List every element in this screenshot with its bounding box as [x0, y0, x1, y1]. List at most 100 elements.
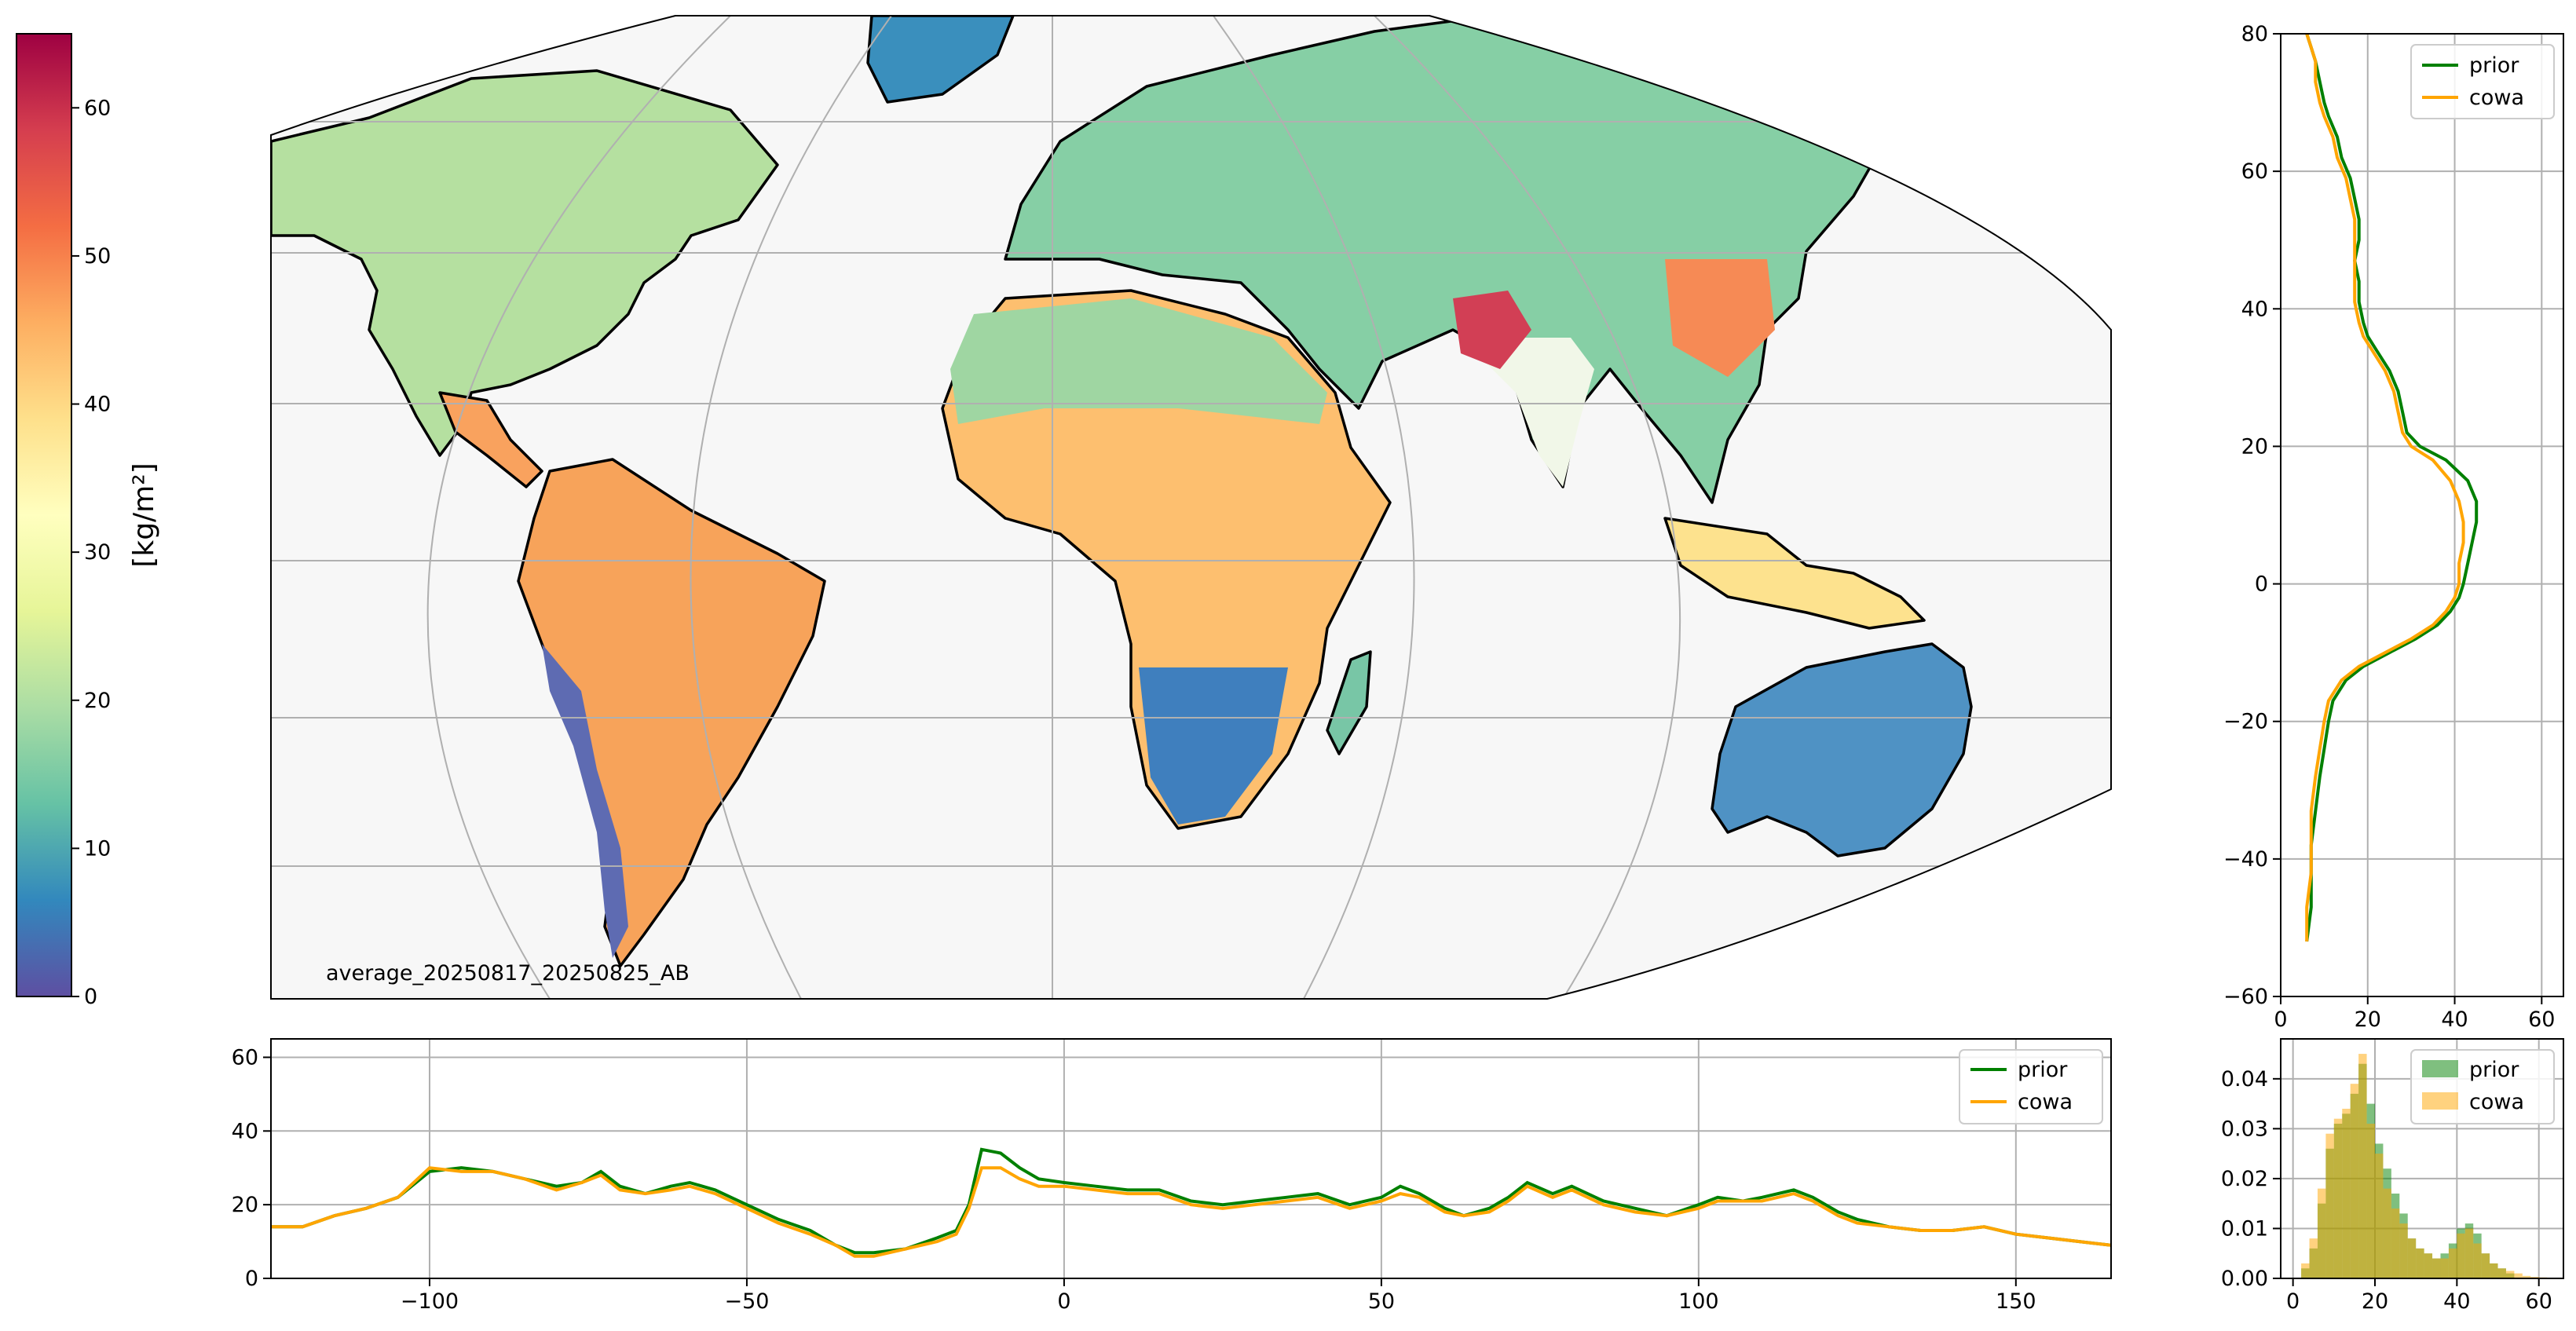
histogram-legend: prior cowa	[2410, 1049, 2555, 1124]
right-panel-ticks: 0 20 40 60 −60 −40 −20 0 20 40 60 80	[2223, 22, 2555, 1032]
legend-label-cowa: cowa	[2469, 86, 2524, 110]
x-tick-label: 20	[2355, 1007, 2381, 1032]
histogram-bar-cowa	[2440, 1258, 2449, 1278]
y-tick-label: 60	[232, 1045, 258, 1070]
histogram-bar-cowa	[2464, 1228, 2474, 1278]
colorbar-tick-label: 50	[84, 244, 111, 269]
legend-swatch-prior	[2422, 1060, 2458, 1077]
histogram-bar-cowa	[2399, 1223, 2408, 1278]
colorbar-gradient	[16, 33, 72, 997]
x-tick-label: 60	[2526, 1289, 2552, 1314]
histogram-bar-cowa	[2424, 1253, 2433, 1278]
y-tick-label: 0.04	[2221, 1067, 2268, 1091]
world-map: average_20250817_20250825_AB	[270, 15, 2112, 1000]
histogram-bar-cowa	[2350, 1084, 2359, 1278]
x-tick-label: −50	[724, 1289, 769, 1314]
y-tick-label: 0.02	[2221, 1167, 2268, 1191]
y-tick-label: 0	[2255, 572, 2268, 597]
land-australia	[1711, 642, 1973, 857]
histogram-bar-cowa	[2301, 1263, 2310, 1278]
colorbar-tick-label: 60	[84, 96, 111, 120]
histogram-bar-cowa	[2342, 1108, 2351, 1278]
series-line-prior	[271, 1147, 2111, 1255]
legend-label-cowa: cowa	[2018, 1090, 2073, 1114]
x-tick-label: 50	[1368, 1289, 1395, 1314]
y-tick-label: 0.01	[2221, 1216, 2268, 1241]
histogram-bar-cowa	[2490, 1263, 2498, 1278]
y-tick-label: 0.03	[2221, 1117, 2268, 1141]
colorbar-tick-label: 20	[84, 689, 111, 713]
x-tick-label: 0	[1057, 1289, 1070, 1314]
legend-label-prior: prior	[2469, 1058, 2519, 1082]
colorbar-ticks: 0 10 20 30 40 50 60	[71, 96, 111, 1009]
histogram-bar-cowa	[2432, 1258, 2441, 1278]
x-tick-label: 40	[2441, 1007, 2468, 1032]
legend-swatch-cowa	[2422, 1092, 2458, 1110]
histogram-bar-cowa	[2383, 1188, 2391, 1278]
x-tick-label: 0	[2286, 1289, 2300, 1314]
histogram-bar-cowa	[2325, 1133, 2334, 1278]
series-line-cowa	[271, 1166, 2111, 1258]
x-tick-label: 20	[2362, 1289, 2388, 1314]
histogram-bar-cowa	[2497, 1268, 2506, 1278]
histogram-bar-cowa	[2505, 1271, 2515, 1278]
series-line-prior	[2305, 34, 2479, 942]
histogram-bar-cowa	[2522, 1275, 2531, 1278]
land-north-america	[271, 69, 779, 457]
series-line-cowa	[2305, 34, 2465, 942]
right-panel-frame	[2281, 34, 2563, 996]
histogram-bars	[2301, 1054, 2548, 1278]
map-border	[270, 15, 2112, 1000]
x-tick-label: 100	[1678, 1289, 1719, 1314]
land-central-america	[438, 391, 543, 488]
histogram-bar-cowa	[2473, 1243, 2482, 1278]
y-tick-label: 0	[245, 1267, 258, 1291]
bottom-panel-ticks: −100 −50 0 50 100 150 0 20 40 60	[232, 1045, 2036, 1314]
x-tick-label: 150	[1996, 1289, 2036, 1314]
y-tick-label: 20	[2241, 434, 2268, 459]
histogram-bar-cowa	[2481, 1253, 2490, 1278]
map-annotation: average_20250817_20250825_AB	[326, 961, 690, 985]
colorbar: 0 10 20 30 40 50 60 [kg/m²]	[16, 33, 160, 1009]
y-tick-label: 0.00	[2221, 1267, 2268, 1291]
colorbar-tick-label: 30	[84, 540, 111, 565]
land-south-america-andes	[542, 644, 628, 958]
y-tick-label: 20	[232, 1193, 258, 1217]
x-tick-label: 60	[2528, 1007, 2555, 1032]
histogram-panel: 0 20 40 60 0.00 0.01 0.02 0.03 0.04 prior cowa	[2221, 1038, 2564, 1314]
bottom-profile-panel: −100 −50 0 50 100 150 0 20 40 60 prior cowa	[232, 1038, 2112, 1314]
bottom-panel-legend: prior cowa	[1959, 1049, 2103, 1124]
colorbar-label: [kg/m²]	[128, 463, 160, 567]
land-india	[1461, 338, 1594, 487]
legend-label-prior: prior	[2469, 53, 2519, 78]
right-profile-panel: 0 20 40 60 −60 −40 −20 0 20 40 60 80 prior cowa	[2223, 22, 2564, 1032]
histogram-bar-cowa	[2448, 1248, 2457, 1278]
land-east-asia-warm	[1665, 259, 1775, 377]
legend-label-prior: prior	[2018, 1058, 2068, 1082]
histogram-bar-cowa	[2309, 1238, 2318, 1278]
y-tick-label: 60	[2241, 159, 2268, 184]
histogram-bar-cowa	[2317, 1188, 2326, 1278]
right-panel-series	[2305, 34, 2479, 942]
land-eurasia	[1004, 16, 1886, 504]
colorbar-tick-label: 0	[84, 985, 97, 1009]
colorbar-tick-label: 10	[84, 836, 111, 861]
histogram-bar-cowa	[2514, 1273, 2523, 1278]
histogram-bar-cowa	[2407, 1238, 2417, 1278]
y-tick-label: 80	[2241, 22, 2268, 46]
bottom-panel-series	[271, 1147, 2111, 1258]
histogram-bar-cowa	[2375, 1154, 2384, 1278]
right-panel-legend: prior cowa	[2410, 44, 2555, 119]
histogram-bar-cowa	[2366, 1124, 2375, 1278]
map-land-layer	[271, 16, 2051, 967]
histogram-bar-cowa	[2416, 1248, 2424, 1278]
legend-label-cowa: cowa	[2469, 1090, 2524, 1114]
land-southern-africa	[1139, 667, 1288, 825]
histogram-ticks: 0 20 40 60 0.00 0.01 0.02 0.03 0.04	[2221, 1067, 2552, 1314]
colorbar-tick-label: 40	[84, 393, 111, 417]
land-greenland	[866, 16, 1015, 104]
land-sahara	[950, 298, 1327, 424]
y-tick-label: 40	[232, 1119, 258, 1143]
y-tick-label: 40	[2241, 297, 2268, 321]
land-hot-spot	[1453, 291, 1531, 369]
